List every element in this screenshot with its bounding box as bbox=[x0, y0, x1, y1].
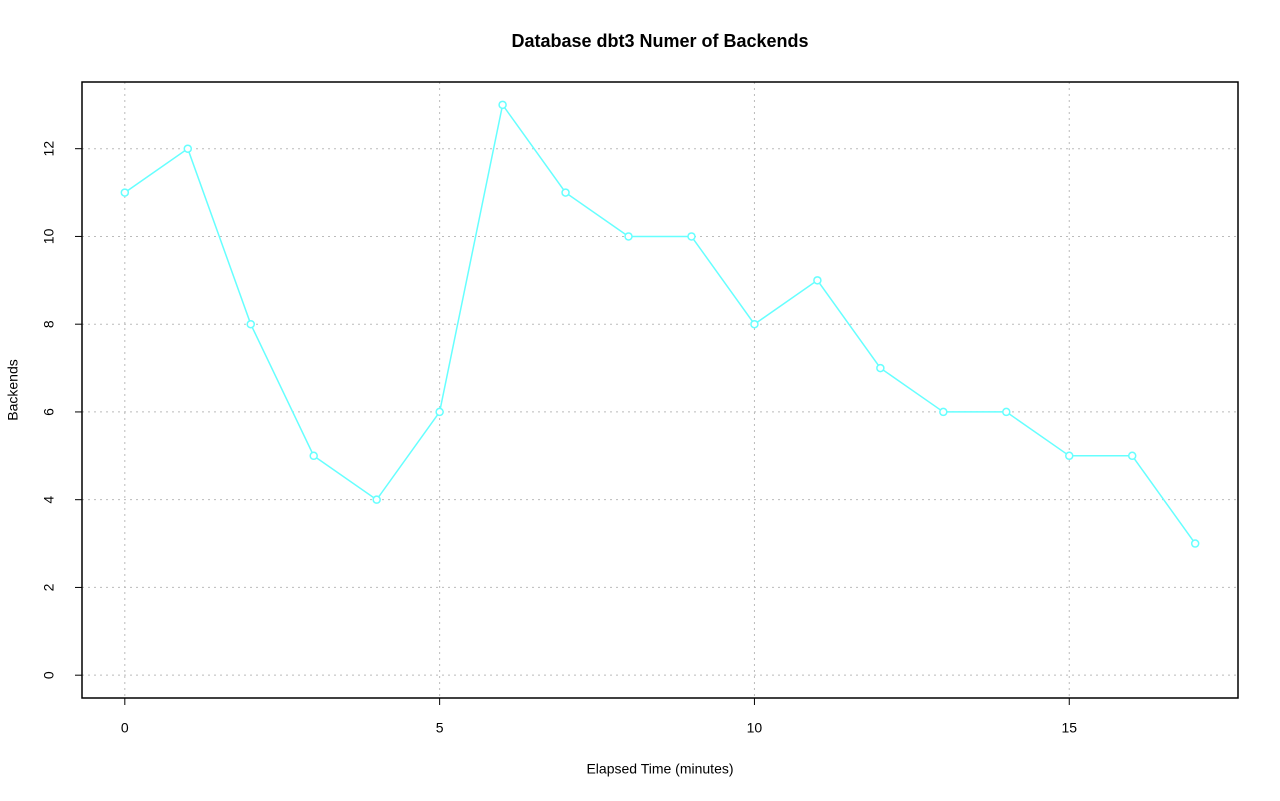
data-point bbox=[1127, 451, 1137, 461]
data-point bbox=[246, 319, 255, 329]
data-point bbox=[498, 100, 507, 110]
chart-title: Database dbt3 Numer of Backends bbox=[511, 31, 808, 51]
y-tick-label: 10 bbox=[41, 228, 57, 244]
x-tick-label: 15 bbox=[1061, 720, 1077, 736]
y-tick-label: 12 bbox=[41, 141, 57, 157]
data-point bbox=[939, 407, 948, 417]
y-axis-label: Backends bbox=[5, 359, 21, 420]
data-point bbox=[750, 319, 759, 329]
data-point bbox=[435, 407, 444, 417]
series-line bbox=[124, 102, 1196, 544]
data-point bbox=[561, 188, 570, 197]
x-tick-label: 5 bbox=[436, 720, 444, 736]
data-point bbox=[183, 144, 193, 153]
y-tick-label: 2 bbox=[41, 583, 57, 591]
x-axis-label: Elapsed Time (minutes) bbox=[586, 761, 733, 777]
plot-frame bbox=[81, 81, 1239, 699]
x-tick-label: 10 bbox=[747, 720, 763, 736]
data-point bbox=[1190, 539, 1200, 548]
data-point bbox=[372, 495, 381, 504]
data-point bbox=[813, 276, 822, 285]
y-tick-label: 8 bbox=[41, 320, 57, 328]
y-tick-label: 0 bbox=[41, 671, 57, 679]
x-tick-label: 0 bbox=[121, 720, 129, 736]
data-point bbox=[876, 363, 885, 373]
data-point bbox=[1002, 407, 1011, 417]
y-tick-label: 4 bbox=[41, 496, 57, 504]
data-point bbox=[687, 232, 696, 241]
y-tick-label: 6 bbox=[41, 408, 57, 416]
data-point bbox=[309, 451, 318, 461]
data-point bbox=[1065, 451, 1074, 461]
data-point bbox=[120, 188, 130, 197]
data-point bbox=[624, 232, 633, 241]
